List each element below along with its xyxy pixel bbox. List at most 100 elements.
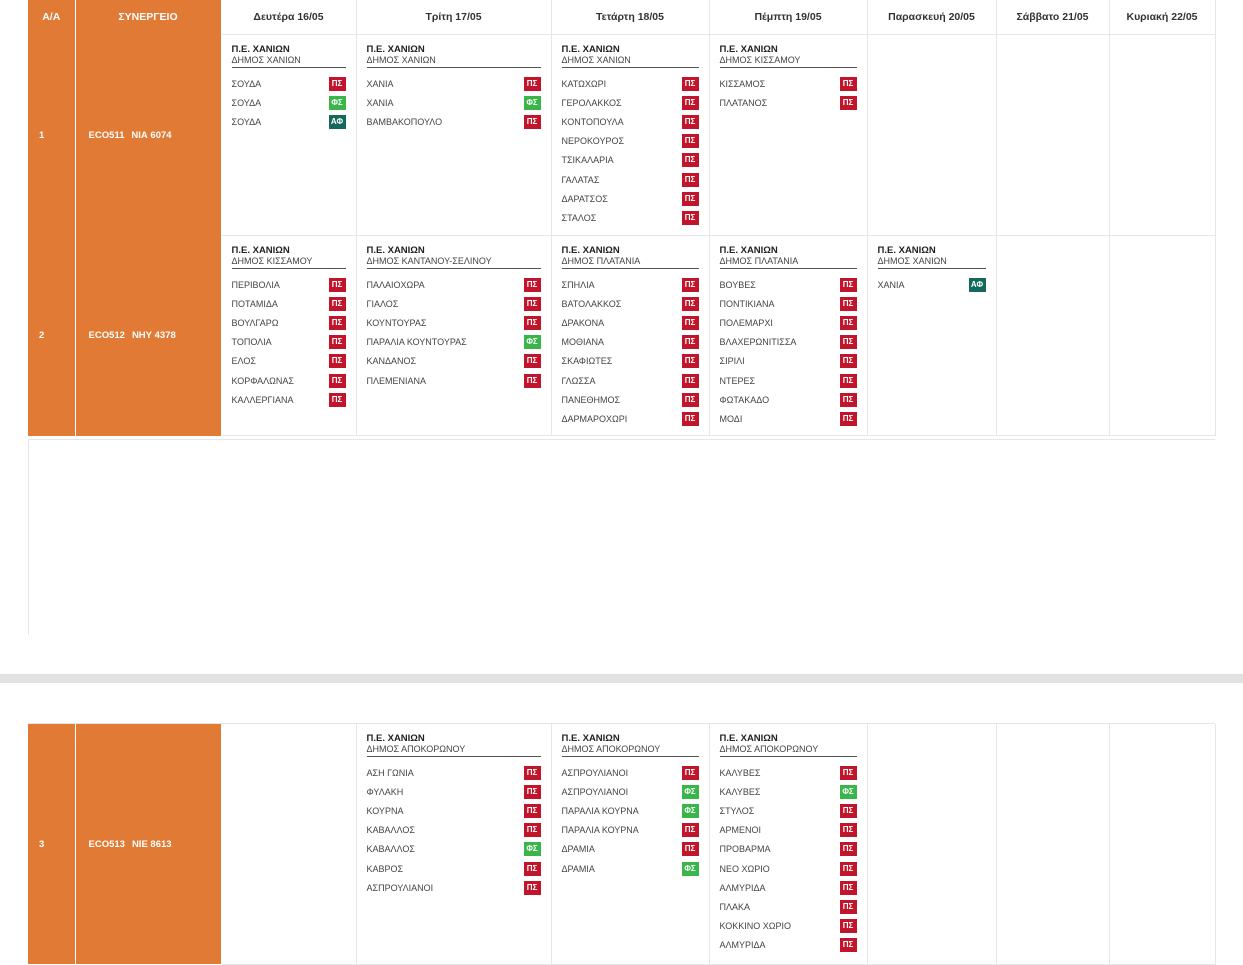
municipality-label: ΔΗΜΟΣ ΑΠΟΚΟΡΩΝΟΥ [719, 744, 857, 757]
location-name: ΠΡΟΒΑΡΜΑ [719, 844, 771, 855]
status-badge: ΠΣ [681, 210, 699, 225]
region-label: Π.Ε. ΧΑΝΙΩΝ [366, 245, 425, 256]
status-badge: ΠΣ [328, 392, 346, 407]
location-name: ΚΑΛΛΕΡΓΙΑΝΑ [231, 394, 294, 405]
status-badge: ΠΣ [839, 919, 857, 934]
status-badge: ΠΣ [839, 765, 857, 780]
list-item: ΠΛΑΤΑΝΟΣ ΠΣ [720, 93, 857, 112]
vehicle-plate: ΝΙΑ 6074 [131, 129, 172, 141]
list-item: ΔΑΡΑΤΣΟΣ ΠΣ [562, 189, 699, 208]
status-badge: ΦΣ [523, 335, 541, 350]
list-item: ΤΟΠΟΛΙΑ ΠΣ [232, 333, 346, 352]
list-item: ΚΟΡΦΑΛΩΝΑΣ ΠΣ [232, 371, 346, 390]
region-label: Π.Ε. ΧΑΝΙΩΝ [366, 733, 425, 744]
list-item: ΠΑΡΑΛΙΑ ΚΟΥΡΝΑ ΠΣ [562, 821, 699, 840]
location-name: ΚΟΥΝΤΟΥΡΑΣ [366, 317, 427, 328]
header-day: Δευτέρα 16/05 [221, 0, 357, 35]
list-item: ΔΡΑΜΙΑ ΦΣ [562, 859, 699, 878]
assignment-block: Π.Ε. ΧΑΝΙΩΝ ΔΗΜΟΣ ΧΑΝΙΩΝ ΧΑΝΙΑ ΑΦ [868, 236, 996, 294]
status-badge: ΑΦ [328, 114, 346, 129]
location-name: ΣΟΥΔΑ [231, 116, 262, 127]
vehicle-plate: ΝΗΥ 4378 [131, 330, 176, 341]
status-badge: ΦΣ [328, 95, 346, 110]
header-synergeio: ΣΥΝΕΡΓΕΙΟ [75, 0, 222, 35]
status-badge: ΠΣ [839, 803, 857, 818]
municipality-label: ΔΗΜΟΣ ΚΑΝΤΑΝΟΥ-ΣΕΛΙΝΟΥ [366, 256, 541, 269]
team-cell: ECO511 ΝΙΑ 6074 [75, 34, 222, 236]
list-item: ΚΟΚΚΙΝΟ ΧΩΡΙΟ ΠΣ [720, 917, 857, 936]
header-day: Παρασκευή 20/05 [867, 0, 997, 35]
status-badge: ΠΣ [839, 354, 857, 369]
status-badge: ΦΣ [523, 842, 541, 857]
status-badge: ΠΣ [681, 76, 699, 91]
list-item: ΣΟΥΔΑ ΦΣ [232, 93, 346, 112]
list-item: ΝΕΡΟΚΟΥΡΟΣ ΠΣ [562, 132, 699, 151]
table-header: Α/Α ΣΥΝΕΡΓΕΙΟ Δευτέρα 16/05 Τρίτη 17/05 … [28, 0, 1216, 35]
list-item: ΠΟΛΕΜΑΡΧΙ ΠΣ [720, 313, 857, 332]
region-label: Π.Ε. ΧΑΝΙΩΝ [719, 733, 778, 744]
list-item: ΑΣΠΡΟΥΛΙΑΝΟΙ ΠΣ [367, 878, 541, 897]
header-day: Σάββατο 21/05 [996, 0, 1110, 35]
location-name: ΤΣΙΚΑΛΑΡΙΑ [561, 155, 614, 166]
list-item: ΔΡΑΚΟΝΑ ΠΣ [562, 313, 699, 332]
location-name: ΒΑΜΒΑΚΟΠΟΥΛΟ [366, 116, 443, 127]
status-badge: ΠΣ [681, 392, 699, 407]
list-item: ΤΣΙΚΑΛΑΡΙΑ ΠΣ [562, 151, 699, 170]
status-badge: ΦΣ [681, 803, 699, 818]
list-item: ΝΤΕΡΕΣ ΠΣ [720, 371, 857, 390]
header-aa: Α/Α [28, 0, 76, 35]
location-name: ΓΕΡΟΛΑΚΚΟΣ [561, 97, 622, 108]
vehicle-plate: ΝΙΕ 8613 [131, 838, 172, 850]
location-name: ΚΑΛΥΒΕΣ [719, 767, 761, 778]
list-item: ΒΑΤΟΛΑΚΚΟΣ ΠΣ [562, 294, 699, 313]
list-item: ΚΙΣΣΑΜΟΣ ΠΣ [720, 74, 857, 93]
list-item: ΚΑΛΥΒΕΣ ΠΣ [720, 763, 857, 782]
status-badge: ΠΣ [839, 392, 857, 407]
list-item: ΠΛΑΚΑ ΠΣ [720, 897, 857, 916]
location-name: ΚΑΒΑΛΛΟΣ [366, 825, 415, 836]
location-name: ΚΑΒΑΛΛΟΣ [366, 844, 415, 855]
municipality-label: ΔΗΜΟΣ ΧΑΝΙΩΝ [366, 55, 541, 68]
status-badge: ΠΣ [523, 765, 541, 780]
municipality-label: ΔΗΜΟΣ ΠΛΑΤΑΝΙΑ [719, 256, 857, 269]
day-cell [1109, 34, 1216, 236]
status-badge: ΦΣ [681, 861, 699, 876]
municipality-label: ΔΗΜΟΣ ΠΛΑΤΑΝΙΑ [561, 256, 699, 269]
location-name: ΦΥΛΑΚΗ [366, 786, 404, 797]
table-bottom-border [28, 439, 1215, 440]
status-badge: ΠΣ [681, 335, 699, 350]
location-name: ΣΟΥΔΑ [231, 78, 262, 89]
location-name: ΑΣΠΡΟΥΛΙΑΝΟΙ [561, 786, 629, 797]
table-row: 2 ECO512 ΝΗΥ 4378 Π.Ε. ΧΑΝΙΩΝ ΔΗΜΟΣ ΚΙΣΣΑΜΟΥ… [28, 235, 1216, 436]
location-name: ΝΕΡΟΚΟΥΡΟΣ [561, 136, 625, 147]
status-badge: ΠΣ [681, 373, 699, 388]
status-badge: ΠΣ [681, 153, 699, 168]
status-badge: ΠΣ [839, 899, 857, 914]
day-cell [996, 724, 1110, 965]
section-separator [0, 674, 1243, 683]
list-item: ΑΡΜΕΝΟΙ ΠΣ [720, 821, 857, 840]
team-code: ECO511 [88, 129, 125, 141]
day-cell: Π.Ε. ΧΑΝΙΩΝ ΔΗΜΟΣ ΧΑΝΙΩΝ ΧΑΝΙΑ ΑΦ [867, 235, 997, 436]
status-badge: ΠΣ [839, 277, 857, 292]
status-badge: ΠΣ [523, 803, 541, 818]
assignment-block: Π.Ε. ΧΑΝΙΩΝ ΔΗΜΟΣ ΚΑΝΤΑΝΟΥ-ΣΕΛΙΝΟΥ ΠΑΛΑΙΟΧ… [357, 236, 551, 390]
status-badge: ΦΣ [523, 95, 541, 110]
status-badge: ΠΣ [328, 76, 346, 91]
list-item: ΜΟΘΙΑΝΑ ΠΣ [562, 333, 699, 352]
schedule-table-continued: 3 ECO513 ΝΙΕ 8613 Π.Ε. ΧΑΝΙΩΝ ΔΗΜΟΣ ΑΠΟΚΟΡΩΝ… [28, 724, 1216, 965]
location-name: ΠΟΝΤΙΚΙΑΝΑ [719, 298, 775, 309]
location-name: ΑΡΜΕΝΟΙ [719, 825, 762, 836]
location-name: ΚΟΝΤΟΠΟΥΛΑ [561, 116, 624, 127]
assignment-block: Π.Ε. ΧΑΝΙΩΝ ΔΗΜΟΣ ΚΙΣΣΑΜΟΥ ΚΙΣΣΑΜΟΣ ΠΣ ΠΛΑΤΑ… [710, 35, 867, 112]
status-badge: ΠΣ [681, 296, 699, 311]
table-row: 3 ECO513 ΝΙΕ 8613 Π.Ε. ΧΑΝΙΩΝ ΔΗΜΟΣ ΑΠΟΚΟΡΩΝ… [28, 724, 1216, 965]
list-item: ΚΑΒΑΛΛΟΣ ΠΣ [367, 821, 541, 840]
list-item: ΠΑΡΑΛΙΑ ΚΟΥΝΤΟΥΡΑΣ ΦΣ [367, 333, 541, 352]
location-name: ΠΛΑΚΑ [719, 901, 751, 912]
list-item: ΒΑΜΒΑΚΟΠΟΥΛΟ ΠΣ [367, 112, 541, 131]
status-badge: ΠΣ [328, 277, 346, 292]
location-name: ΠΑΡΑΛΙΑ ΚΟΥΡΝΑ [561, 825, 639, 836]
list-item: ΒΟΥΒΕΣ ΠΣ [720, 275, 857, 294]
list-item: ΜΟΔΙ ΠΣ [720, 409, 857, 428]
